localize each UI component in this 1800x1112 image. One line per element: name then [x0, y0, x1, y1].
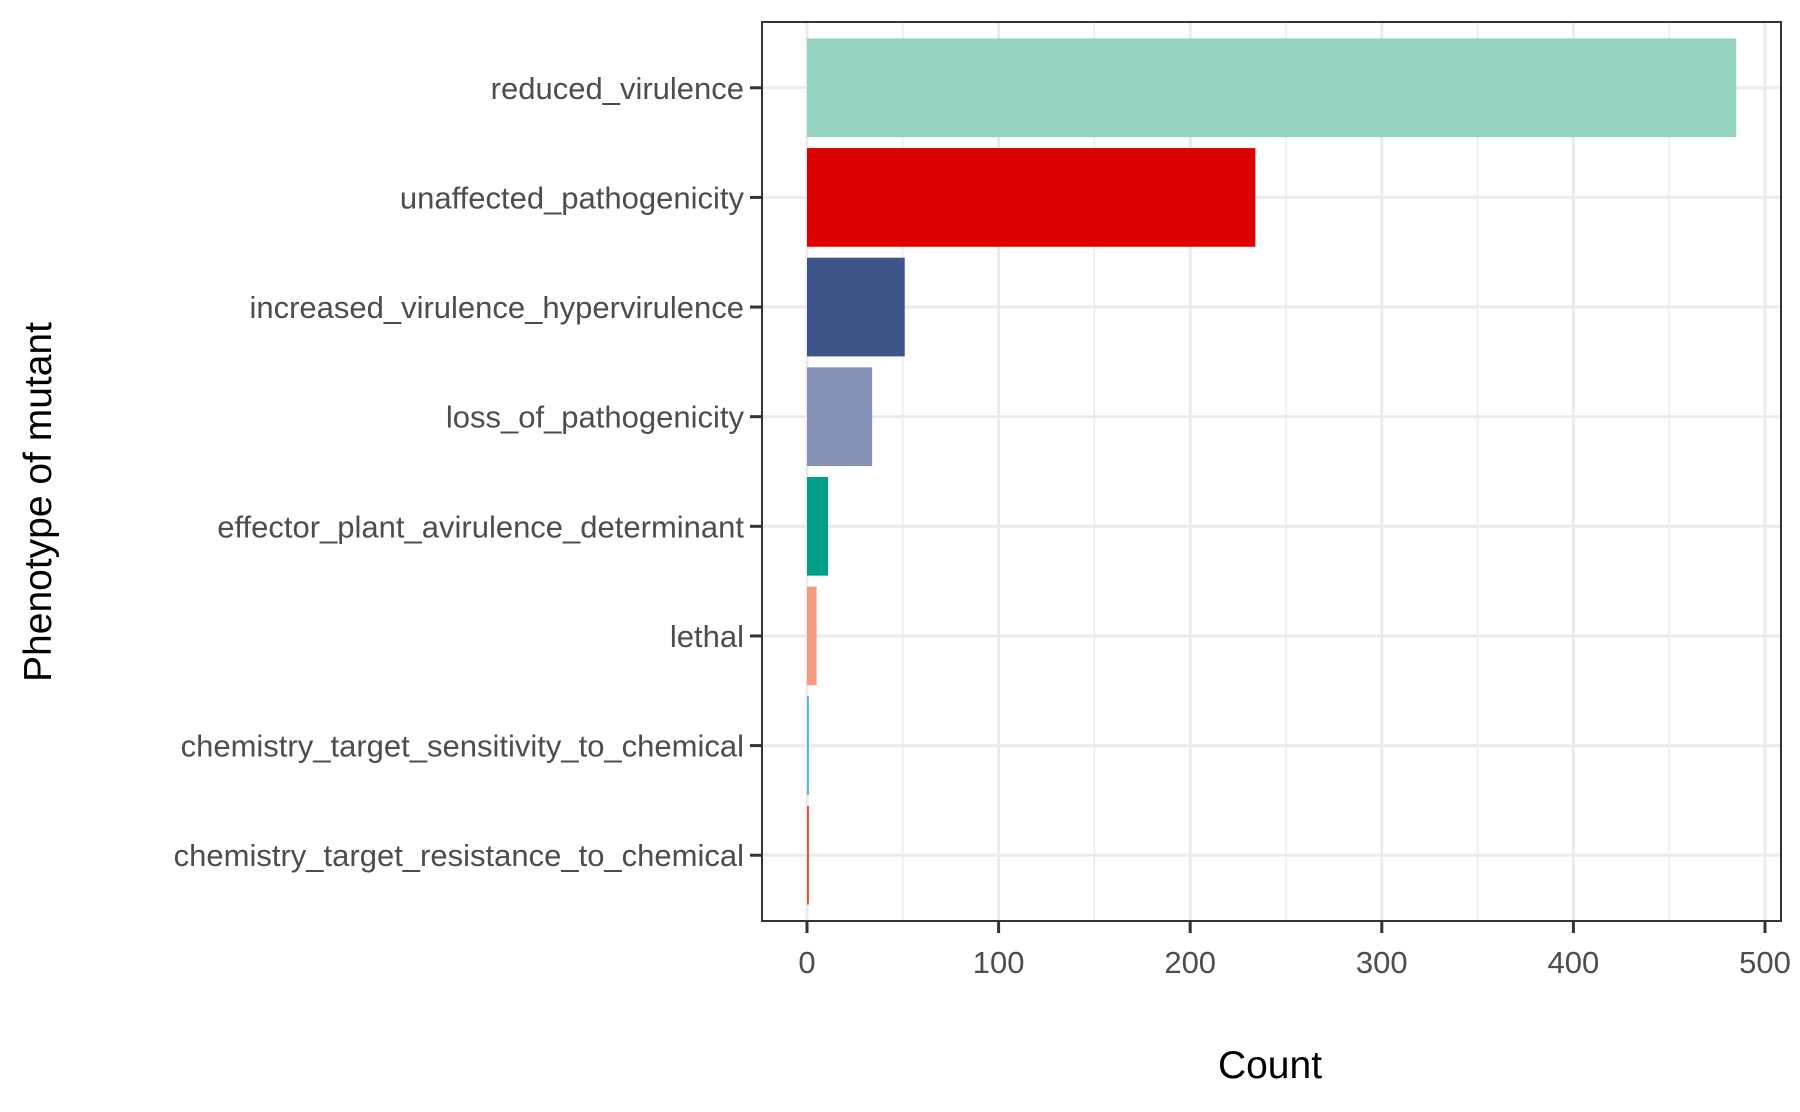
plot-panel-border: [761, 21, 1782, 922]
x-axis-title: Count: [1218, 1044, 1322, 1087]
x-tick-label: 500: [1739, 945, 1791, 980]
bar-chemistry-target-sensitivity-to-chemical: [807, 696, 809, 795]
bar-effector-plant-avirulence-determinant: [807, 476, 829, 576]
y-tick-label: lethal: [670, 619, 744, 654]
bars: [807, 38, 1737, 905]
y-tick-label: chemistry_target_resistance_to_chemical: [174, 838, 744, 873]
y-tick-label: effector_plant_avirulence_determinant: [217, 509, 744, 544]
y-tick-label: reduced_virulence: [491, 71, 744, 106]
bar-loss-of-pathogenicity: [807, 367, 873, 467]
x-tick-label: 100: [973, 945, 1025, 980]
y-axis-title: Phenotype of mutant: [17, 322, 60, 682]
bar-increased-virulence-hypervirulence: [807, 257, 905, 357]
x-tick-label: 200: [1164, 945, 1216, 980]
y-tick-label: loss_of_pathogenicity: [446, 400, 745, 435]
x-tick-label: 0: [798, 945, 815, 980]
x-tick-label: 400: [1548, 945, 1600, 980]
bar-reduced-virulence: [807, 38, 1737, 138]
x-tick-label: 300: [1356, 945, 1408, 980]
bar-lethal: [807, 586, 817, 686]
x-axis: 0 100 200 300 400 500: [798, 921, 1791, 980]
y-tick-label: unaffected_pathogenicity: [400, 180, 745, 215]
y-axis: reduced_virulence unaffected_pathogenicit…: [174, 71, 762, 873]
bar-unaffected-pathogenicity: [807, 148, 1256, 247]
bar-chemistry-target-resistance-to-chemical: [807, 805, 809, 905]
y-tick-label: increased_virulence_hypervirulence: [249, 290, 744, 325]
y-tick-label: chemistry_target_sensitivity_to_chemical: [181, 729, 744, 764]
